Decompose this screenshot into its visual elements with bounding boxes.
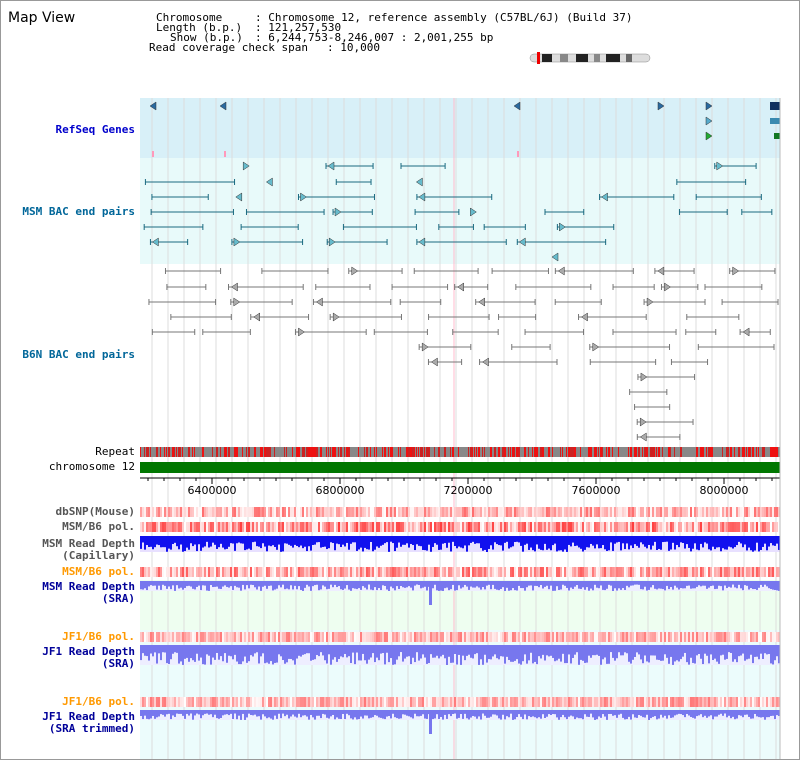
page-title: Map View (8, 10, 76, 26)
track-label-msm-depth-sra[interactable]: MSM Read Depth (SRA) (42, 580, 135, 605)
coverage-label: Read coverage check span (149, 41, 308, 54)
axis-tick-label: 8000000 (699, 484, 749, 497)
track-label-refseq[interactable]: RefSeq Genes (55, 123, 135, 136)
track-label-chromosome: chromosome 12 (48, 460, 135, 473)
depth-tracks (140, 536, 780, 734)
axis-tick-label: 7600000 (571, 484, 621, 497)
track-label-jf1-depth-trim[interactable]: JF1 Read Depth (SRA trimmed) (42, 710, 135, 735)
axis-ticks (147, 478, 773, 484)
b6n-bac-track-bg (140, 264, 780, 446)
track-label-dbsnp[interactable]: dbSNP(Mouse) (55, 505, 135, 518)
repeat-track (140, 447, 780, 457)
show-value: : 6,244,753-8,246,007 : 2,001,255 bp (255, 31, 494, 44)
chromosome-ideogram[interactable] (528, 52, 654, 64)
show-label: Show (b.p.) (170, 31, 243, 44)
track-label-msm-bac[interactable]: MSM BAC end pairs (22, 205, 135, 218)
axis-tick-label: 6800000 (315, 484, 365, 497)
chromosome-bar (140, 462, 780, 473)
chromosome-label: Chromosome (156, 11, 223, 24)
track-label-msm-pol[interactable]: MSM/B6 pol. (62, 520, 135, 533)
axis-tick-label: 7200000 (443, 484, 493, 497)
length-value: : 121,257,530 (255, 21, 342, 34)
coverage-value: : 10,000 (327, 41, 380, 54)
track-label-msm-pol-2[interactable]: MSM/B6 pol. (62, 565, 135, 578)
chromosome-value: : Chromosome 12, reference assembly (C57… (255, 11, 633, 24)
track-label-jf1-pol[interactable]: JF1/B6 pol. (62, 630, 135, 643)
axis-tick-label: 6400000 (187, 484, 237, 497)
heat-tracks (140, 507, 780, 707)
feature-layer (143, 101, 780, 442)
refseq-track-bg (140, 98, 780, 158)
track-label-jf1-depth-sra[interactable]: JF1 Read Depth (SRA) (42, 645, 135, 670)
track-label-b6n-bac[interactable]: B6N BAC end pairs (22, 348, 135, 361)
track-label-msm-depth-cap[interactable]: MSM Read Depth (Capillary) (42, 537, 135, 562)
track-label-jf1-pol-2[interactable]: JF1/B6 pol. (62, 695, 135, 708)
track-label-repeat[interactable]: Repeat (95, 445, 135, 458)
length-label: Length (b.p.) (156, 21, 243, 34)
